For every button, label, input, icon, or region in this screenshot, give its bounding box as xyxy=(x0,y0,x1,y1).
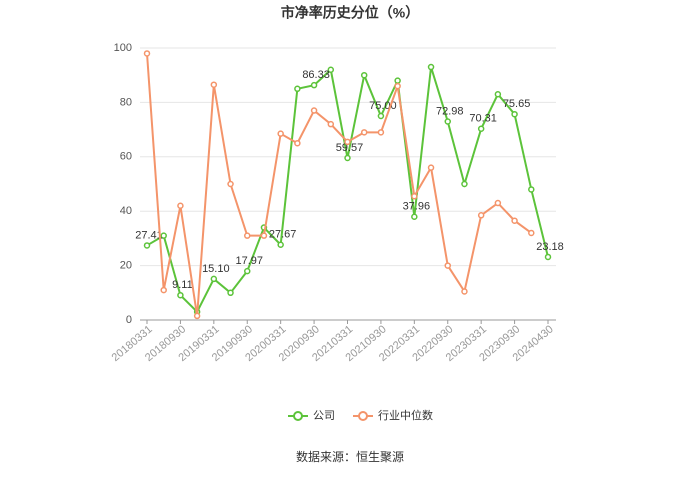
point xyxy=(511,110,518,118)
series-line xyxy=(146,53,532,317)
y-tick-label: 100 xyxy=(114,42,132,54)
point xyxy=(360,129,368,136)
point xyxy=(193,312,201,320)
value-label: 72.98 xyxy=(436,105,464,117)
y-tick-label: 60 xyxy=(120,151,132,163)
point xyxy=(444,118,451,125)
legend-label[interactable]: 公司 xyxy=(313,410,335,422)
legend-marker[interactable] xyxy=(293,411,303,421)
point xyxy=(177,291,184,299)
point xyxy=(511,217,518,224)
point xyxy=(310,107,318,114)
point xyxy=(394,82,401,90)
point xyxy=(210,275,218,283)
value-label: 86.33 xyxy=(302,69,330,81)
point xyxy=(227,180,234,188)
point xyxy=(160,232,167,239)
chart-title: 市净率历史分位（%） xyxy=(281,5,419,21)
y-tick-label: 0 xyxy=(126,314,132,326)
point xyxy=(327,120,335,128)
point xyxy=(427,63,435,71)
point xyxy=(143,242,151,249)
legend-marker[interactable] xyxy=(358,411,368,421)
value-label: 15.10 xyxy=(202,263,230,275)
point xyxy=(411,192,418,200)
legend-label[interactable]: 行业中位数 xyxy=(378,408,433,422)
point xyxy=(277,130,284,137)
point xyxy=(177,202,184,210)
point xyxy=(528,186,535,193)
value-label: 59.57 xyxy=(336,142,364,154)
y-tick-label: 40 xyxy=(120,205,132,217)
value-label: 9.11 xyxy=(172,279,193,291)
point xyxy=(294,85,301,93)
point xyxy=(327,66,335,74)
point xyxy=(344,154,351,162)
point xyxy=(528,229,535,237)
point xyxy=(494,199,502,207)
y-tick-label: 80 xyxy=(120,96,132,108)
point xyxy=(477,125,485,133)
value-label: 70.31 xyxy=(469,113,497,125)
point xyxy=(544,253,552,261)
value-label: 75.65 xyxy=(503,98,531,110)
value-label: 17.97 xyxy=(235,255,263,267)
point xyxy=(444,262,451,269)
point xyxy=(294,139,301,147)
point xyxy=(427,164,435,171)
value-label: 37.96 xyxy=(403,201,431,213)
point xyxy=(377,129,385,136)
value-label: 23.18 xyxy=(536,241,564,253)
point xyxy=(360,71,368,79)
point xyxy=(494,90,502,98)
point xyxy=(277,241,284,248)
point xyxy=(143,50,151,57)
y-tick-label: 20 xyxy=(120,260,132,272)
point xyxy=(377,112,385,120)
value-label: 27.41 xyxy=(135,229,163,241)
point xyxy=(244,267,251,275)
point xyxy=(394,77,401,84)
point xyxy=(310,81,318,89)
point xyxy=(461,288,468,295)
point xyxy=(227,289,234,297)
value-label: 27.67 xyxy=(269,229,297,241)
point xyxy=(260,232,268,239)
point xyxy=(344,138,351,146)
point xyxy=(411,213,418,220)
point xyxy=(477,212,485,219)
point xyxy=(244,232,251,239)
point xyxy=(461,180,468,188)
source: 数据来源：恒生聚源 xyxy=(296,449,404,464)
point xyxy=(210,81,218,88)
point xyxy=(160,286,167,294)
